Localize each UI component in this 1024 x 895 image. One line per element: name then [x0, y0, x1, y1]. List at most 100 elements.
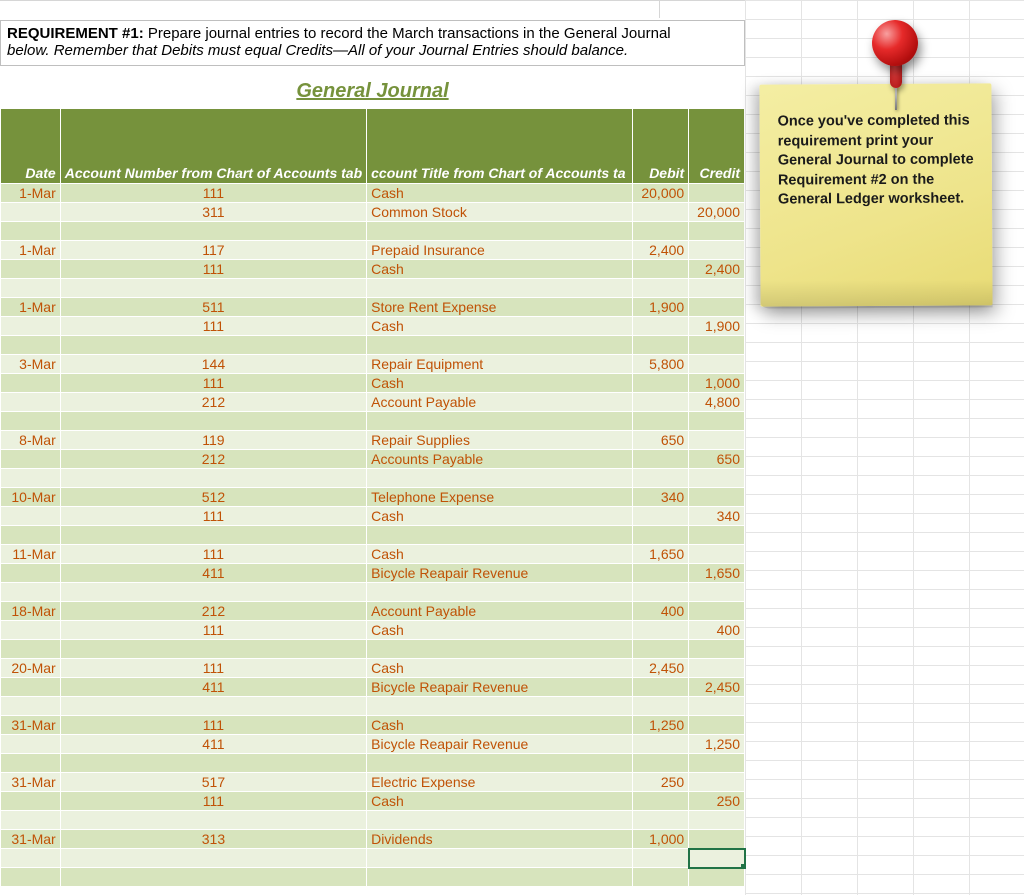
cell-debit[interactable] — [633, 849, 689, 868]
table-row[interactable]: 411Bicycle Reapair Revenue1,650 — [1, 564, 745, 583]
cell-debit[interactable]: 20,000 — [633, 184, 689, 203]
cell-date[interactable] — [1, 279, 61, 298]
table-row[interactable]: 8-Mar119Repair Supplies650 — [1, 431, 745, 450]
cell-acct[interactable]: 511 — [60, 298, 366, 317]
cell-title[interactable] — [367, 640, 633, 659]
cell-acct[interactable] — [60, 336, 366, 355]
cell-date[interactable]: 18-Mar — [1, 602, 61, 621]
cell-title[interactable] — [367, 754, 633, 773]
cell-credit[interactable] — [689, 545, 745, 564]
cell-date[interactable] — [1, 564, 61, 583]
table-row[interactable] — [1, 412, 745, 431]
cell-debit[interactable] — [633, 621, 689, 640]
cell-credit[interactable] — [689, 697, 745, 716]
cell-acct[interactable]: 212 — [60, 393, 366, 412]
cell-credit[interactable] — [689, 298, 745, 317]
cell-acct[interactable]: 117 — [60, 241, 366, 260]
cell-date[interactable] — [1, 336, 61, 355]
table-row[interactable]: 1-Mar117Prepaid Insurance2,400 — [1, 241, 745, 260]
cell-credit[interactable]: 1,000 — [689, 374, 745, 393]
cell-credit[interactable] — [689, 868, 745, 887]
cell-credit[interactable] — [689, 526, 745, 545]
cell-acct[interactable]: 119 — [60, 431, 366, 450]
table-row[interactable] — [1, 526, 745, 545]
cell-credit[interactable] — [689, 412, 745, 431]
table-row[interactable]: 111Cash340 — [1, 507, 745, 526]
cell-credit[interactable] — [689, 488, 745, 507]
cell-debit[interactable]: 2,400 — [633, 241, 689, 260]
cell-credit[interactable] — [689, 469, 745, 488]
cell-date[interactable]: 8-Mar — [1, 431, 61, 450]
cell-title[interactable] — [367, 583, 633, 602]
cell-credit[interactable] — [689, 602, 745, 621]
table-row[interactable]: 311Common Stock20,000 — [1, 203, 745, 222]
table-row[interactable]: 212Account Payable4,800 — [1, 393, 745, 412]
cell-acct[interactable] — [60, 222, 366, 241]
cell-title[interactable]: Store Rent Expense — [367, 298, 633, 317]
cell-credit[interactable] — [689, 184, 745, 203]
cell-title[interactable] — [367, 336, 633, 355]
table-row[interactable]: 411Bicycle Reapair Revenue1,250 — [1, 735, 745, 754]
cell-title[interactable]: Cash — [367, 374, 633, 393]
table-row[interactable] — [1, 754, 745, 773]
table-row[interactable] — [1, 336, 745, 355]
cell-acct[interactable]: 411 — [60, 678, 366, 697]
cell-credit[interactable] — [689, 659, 745, 678]
cell-title[interactable] — [367, 412, 633, 431]
table-row[interactable]: 111Cash 1,000 — [1, 374, 745, 393]
cell-date[interactable]: 1-Mar — [1, 241, 61, 260]
cell-credit[interactable] — [689, 773, 745, 792]
cell-title[interactable]: Dividends — [367, 830, 633, 849]
cell-debit[interactable]: 250 — [633, 773, 689, 792]
cell-acct[interactable] — [60, 697, 366, 716]
cell-date[interactable] — [1, 203, 61, 222]
cell-acct[interactable]: 111 — [60, 659, 366, 678]
cell-credit[interactable] — [689, 355, 745, 374]
cell-acct[interactable]: 111 — [60, 374, 366, 393]
cell-date[interactable] — [1, 317, 61, 336]
cell-debit[interactable]: 1,650 — [633, 545, 689, 564]
table-row[interactable]: 11-Mar111Cash1,650 — [1, 545, 745, 564]
cell-acct[interactable]: 111 — [60, 545, 366, 564]
cell-title[interactable]: Cash — [367, 659, 633, 678]
table-row[interactable]: 411Bicycle Reapair Revenue2,450 — [1, 678, 745, 697]
cell-acct[interactable] — [60, 412, 366, 431]
cell-credit[interactable] — [689, 336, 745, 355]
cell-acct[interactable]: 517 — [60, 773, 366, 792]
cell-acct[interactable] — [60, 640, 366, 659]
cell-debit[interactable] — [633, 317, 689, 336]
cell-credit[interactable]: 340 — [689, 507, 745, 526]
table-row[interactable]: 31-Mar517Electric Expense250 — [1, 773, 745, 792]
cell-date[interactable] — [1, 697, 61, 716]
cell-date[interactable] — [1, 450, 61, 469]
cell-acct[interactable]: 313 — [60, 830, 366, 849]
table-row[interactable] — [1, 868, 745, 887]
cell-date[interactable] — [1, 868, 61, 887]
cell-debit[interactable]: 1,900 — [633, 298, 689, 317]
cell-date[interactable] — [1, 412, 61, 431]
cell-date[interactable] — [1, 678, 61, 697]
cell-date[interactable] — [1, 526, 61, 545]
table-row[interactable]: 31-Mar313Dividends1,000 — [1, 830, 745, 849]
cell-debit[interactable]: 340 — [633, 488, 689, 507]
cell-credit[interactable] — [689, 222, 745, 241]
cell-credit[interactable] — [689, 241, 745, 260]
cell-debit[interactable] — [633, 526, 689, 545]
table-row[interactable]: 1-Mar111Cash20,000 — [1, 184, 745, 203]
cell-debit[interactable] — [633, 203, 689, 222]
general-journal-table[interactable]: Date Account Number from Chart of Accoun… — [0, 108, 745, 887]
cell-title[interactable]: Cash — [367, 621, 633, 640]
table-row[interactable] — [1, 849, 745, 868]
cell-title[interactable]: Bicycle Reapair Revenue — [367, 678, 633, 697]
table-row[interactable]: 111Cash400 — [1, 621, 745, 640]
table-row[interactable]: 111Cash1,900 — [1, 317, 745, 336]
table-row[interactable] — [1, 583, 745, 602]
table-row[interactable]: 10-Mar512Telephone Expense340 — [1, 488, 745, 507]
cell-date[interactable]: 1-Mar — [1, 184, 61, 203]
cell-title[interactable] — [367, 222, 633, 241]
table-row[interactable]: 3-Mar144Repair Equipment5,800 — [1, 355, 745, 374]
cell-date[interactable] — [1, 393, 61, 412]
cell-credit[interactable]: 1,250 — [689, 735, 745, 754]
cell-date[interactable] — [1, 469, 61, 488]
cell-date[interactable] — [1, 621, 61, 640]
